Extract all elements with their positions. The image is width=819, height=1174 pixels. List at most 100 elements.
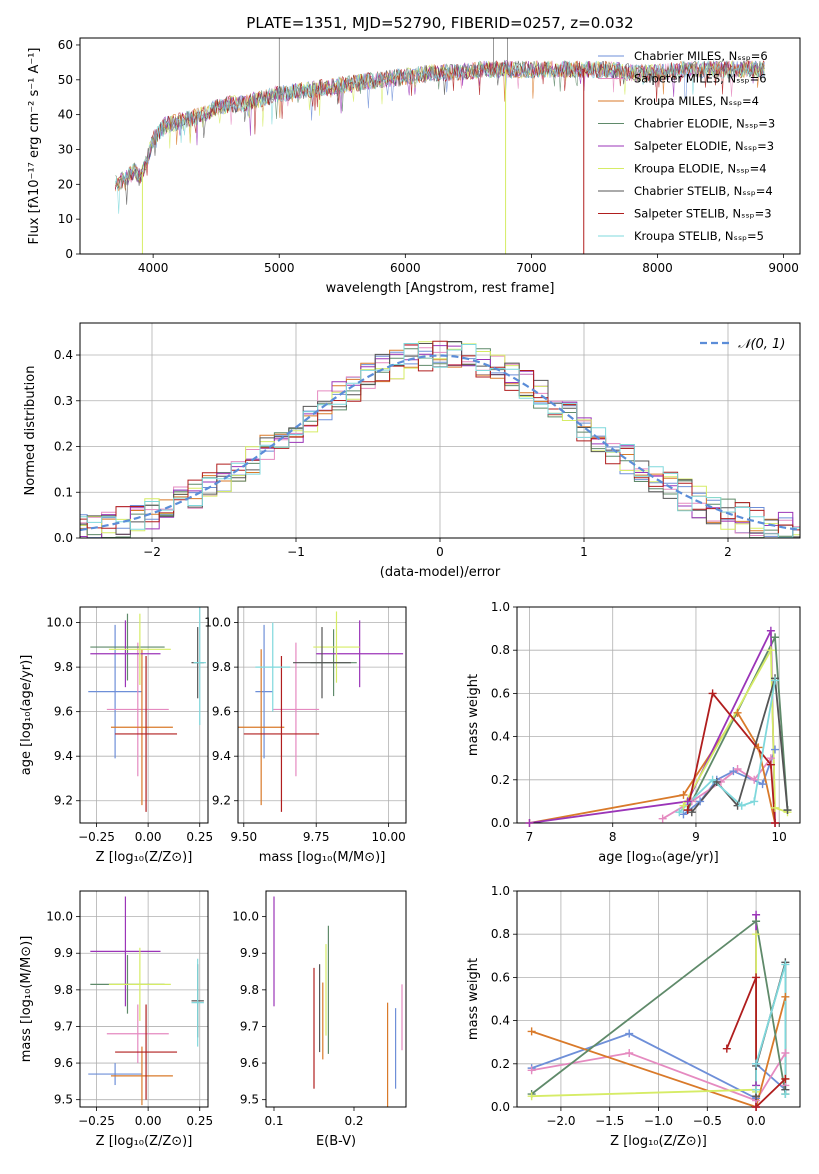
x-tick-label: 9.75 xyxy=(303,830,330,844)
chart-mass_vs_ebv: 0.1 0.2 9.5 9.6 9.7 9.8 9.9 10.0 E(B-V) xyxy=(232,890,407,1149)
weight-line-kroupa_stelib xyxy=(755,964,787,1094)
weight-marker-kroupa_elodie xyxy=(679,801,688,810)
x-tick-label: −2.0 xyxy=(546,1114,575,1128)
x-tick-label: 9000 xyxy=(768,261,799,275)
legend-label: Salpeter ELODIE, Nₛₛₚ=3 xyxy=(634,139,774,153)
y-tick-label: 0.4 xyxy=(491,1014,510,1028)
weight-marker-chabrier_elodie xyxy=(771,633,780,642)
weight-marker-kroupa_miles xyxy=(679,790,688,799)
y-tick-label: 9.6 xyxy=(54,705,73,719)
y-tick-label: 9.8 xyxy=(54,660,73,674)
weight-marker-kroupa_elodie xyxy=(752,930,761,939)
y-tick-label: 10.0 xyxy=(232,910,259,924)
weight-marker-kroupa_stelib xyxy=(752,1059,761,1068)
legend-label: 𝒩(0, 1) xyxy=(738,337,785,352)
y-tick-label: 0 xyxy=(65,247,73,261)
plot-area xyxy=(529,630,789,823)
weight-marker-kroupa_stelib xyxy=(750,797,759,806)
y-tick-label: 0.2 xyxy=(491,1057,510,1071)
x-tick-label: −1 xyxy=(287,545,305,559)
histogram-salpeter_elodie xyxy=(80,345,800,538)
legend-label: Chabrier STELIB, Nₛₛₚ=4 xyxy=(634,184,773,198)
weight-marker-salpeter_elodie xyxy=(766,626,775,635)
x-axis-label: Z [log₁₀(Z/Z⊙)] xyxy=(610,1134,707,1149)
weight-marker-salpeter_miles xyxy=(658,814,667,823)
x-tick-label: 0.25 xyxy=(186,830,213,844)
histogram-salpeter_stelib xyxy=(80,340,800,535)
x-tick-label: 1 xyxy=(580,545,588,559)
weight-marker-chabrier_stelib xyxy=(712,777,721,786)
plot-area xyxy=(80,340,800,538)
histogram-kroupa_stelib xyxy=(80,343,800,538)
y-tick-label: 60 xyxy=(58,38,73,52)
weight-marker-salpeter_elodie xyxy=(752,910,761,919)
weight-marker-kroupa_stelib xyxy=(771,676,780,685)
y-tick-label: 0.4 xyxy=(54,348,73,362)
x-tick-label: −0.5 xyxy=(693,1114,722,1128)
weight-marker-kroupa_stelib xyxy=(675,808,684,817)
y-tick-label: 10 xyxy=(58,212,73,226)
weight-line-salpeter_elodie xyxy=(529,630,776,823)
x-axis-label: Z [log₁₀(Z/Z⊙)] xyxy=(96,1134,193,1149)
y-tick-label: 10.0 xyxy=(204,616,231,630)
x-tick-label: −1.0 xyxy=(644,1114,673,1128)
y-tick-label: 0.3 xyxy=(54,394,73,408)
weight-marker-kroupa_stelib xyxy=(781,960,790,969)
x-tick-label: 10 xyxy=(772,830,787,844)
weight-marker-salpeter_miles xyxy=(750,775,759,784)
grid-lines xyxy=(517,606,800,824)
weight-marker-chabrier_miles xyxy=(625,1029,634,1038)
y-tick-label: 0.2 xyxy=(491,773,510,787)
weight-marker-kroupa_elodie xyxy=(766,646,775,655)
y-tick-label: 9.9 xyxy=(240,946,259,960)
y-tick-label: 9.5 xyxy=(54,1093,73,1107)
weight-marker-salpeter_miles xyxy=(527,1066,536,1075)
weight-marker-salpeter_stelib xyxy=(752,973,761,982)
y-tick-label: 1.0 xyxy=(491,884,510,898)
y-tick-label: 0.6 xyxy=(491,970,510,984)
y-tick-label: 0.1 xyxy=(54,485,73,499)
x-axis-label: age [log₁₀(age/yr)] xyxy=(598,850,719,865)
weight-marker-kroupa_miles xyxy=(781,992,790,1001)
legend-label: Chabrier ELODIE, Nₛₛₚ=3 xyxy=(634,117,775,131)
x-tick-label: 7 xyxy=(526,830,534,844)
weight-marker-salpeter_miles xyxy=(733,765,742,773)
axes-frame xyxy=(516,890,801,1108)
legend-label: Salpeter MILES, Nₛₛₚ=6 xyxy=(634,72,767,86)
x-tick-label: 10.00 xyxy=(371,830,405,844)
weight-marker-kroupa_miles xyxy=(527,1027,536,1036)
weight-line-kroupa_elodie xyxy=(682,646,788,814)
weight-marker-salpeter_stelib xyxy=(781,1074,790,1083)
x-tick-label: 2 xyxy=(724,545,732,559)
x-tick-label: 0 xyxy=(436,545,444,559)
x-axis-label: (data-model)/error xyxy=(380,565,501,580)
weight-marker-salpeter_stelib xyxy=(722,1044,731,1053)
weight-line-salpeter_stelib xyxy=(725,977,787,1107)
x-tick-label: −2 xyxy=(143,545,161,559)
weight-marker-salpeter_elodie xyxy=(683,797,692,806)
y-tick-label: 9.5 xyxy=(240,1093,259,1107)
x-axis-label: wavelength [Angstrom, rest frame] xyxy=(326,281,555,296)
x-axis-label: E(B-V) xyxy=(316,1134,356,1149)
x-tick-label: −0.25 xyxy=(78,1114,115,1128)
weight-marker-chabrier_stelib xyxy=(783,806,792,815)
y-axis-label: mass weight xyxy=(466,674,481,756)
x-tick-label: 8000 xyxy=(642,261,673,275)
y-axis-label: mass [log₁₀(M/M⊙)] xyxy=(19,936,34,1063)
weight-marker-kroupa_stelib xyxy=(708,775,717,784)
axes-frame xyxy=(237,606,407,824)
x-tick-label: 5000 xyxy=(264,261,295,275)
weight-marker-kroupa_elodie xyxy=(771,803,780,812)
x-axis-label: Z [log₁₀(Z/Z⊙)] xyxy=(96,850,193,865)
normal-curve xyxy=(80,354,798,532)
weight-marker-salpeter_stelib xyxy=(766,760,775,769)
weight-marker-kroupa_stelib xyxy=(752,1085,761,1094)
weight-marker-kroupa_stelib xyxy=(737,801,746,810)
x-tick-label: 9.50 xyxy=(230,830,257,844)
weight-marker-salpeter_miles xyxy=(625,1049,634,1057)
spectrum-line-kroupa_stelib xyxy=(115,59,765,214)
weight-marker-salpeter_stelib xyxy=(708,689,717,698)
weight-marker-kroupa_stelib xyxy=(781,1090,790,1099)
y-tick-label: 50 xyxy=(58,73,73,87)
chart-residuals: −2 −1 0 1 2 0.0 0.1 0.2 0.3 0.4 (data-model)/error… xyxy=(23,322,801,580)
